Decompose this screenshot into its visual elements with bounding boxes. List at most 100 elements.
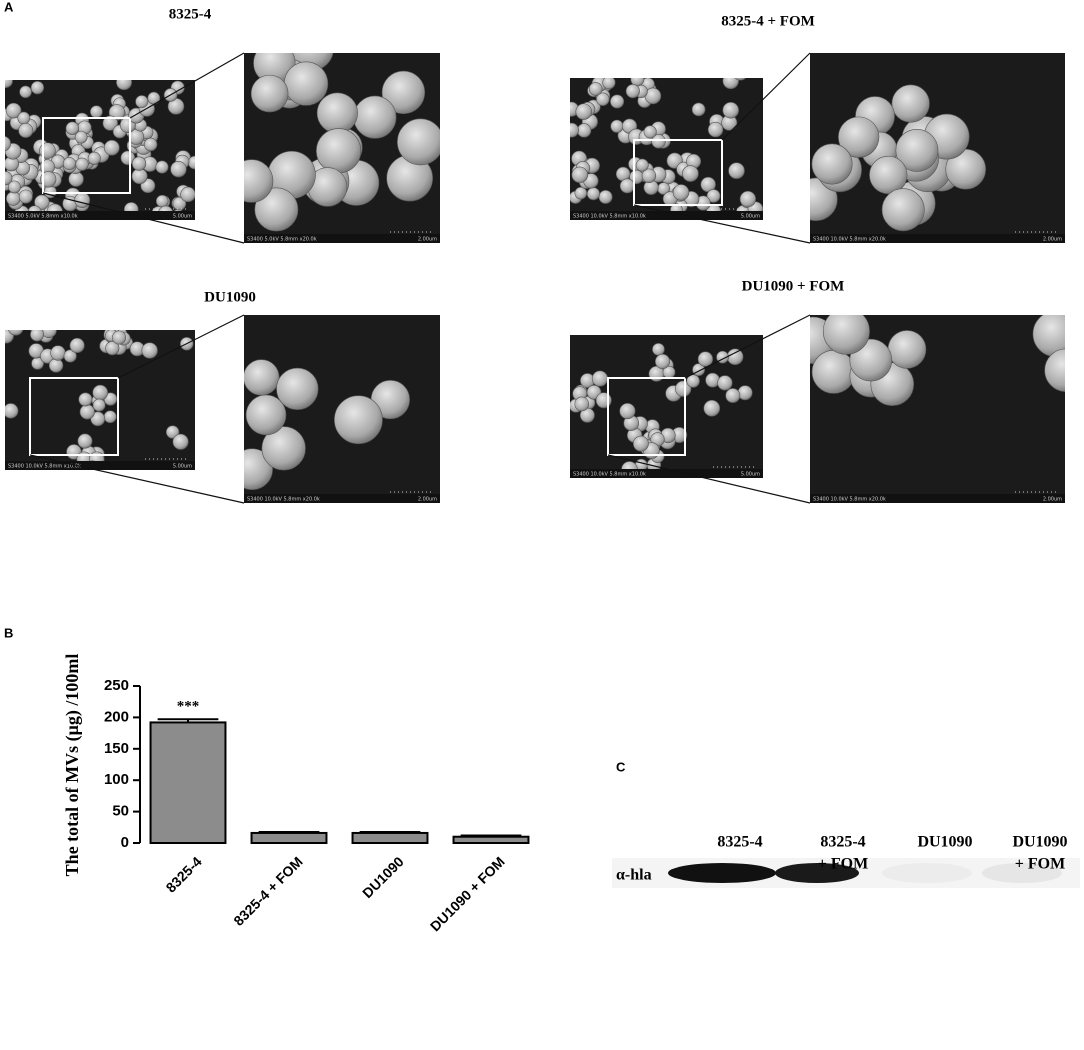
cell [141, 342, 158, 359]
cell [887, 330, 927, 369]
cell [591, 370, 608, 387]
cell [172, 196, 187, 211]
bar [250, 831, 328, 845]
cell [635, 158, 649, 172]
zoom-box [29, 377, 119, 456]
cell [172, 433, 189, 450]
cell [63, 349, 77, 363]
cell [575, 103, 592, 120]
cell [5, 171, 13, 186]
caption-bar [570, 211, 763, 220]
blot-band [668, 863, 776, 883]
cell [250, 74, 289, 113]
cell [652, 342, 665, 356]
sem-caption: S3400 5.0kV 5.8mm x10.0k [8, 214, 78, 220]
cell [610, 94, 625, 109]
cell [737, 385, 753, 401]
zoom-line [117, 314, 245, 379]
cell [675, 380, 692, 397]
antibody-label: α-hla [616, 867, 652, 884]
cell [48, 358, 64, 373]
lane-label: 8325-4 [820, 834, 865, 851]
cell [655, 353, 671, 369]
error-bar [258, 831, 320, 834]
cell [945, 148, 987, 190]
y-axis-label: The total of MVs (μg) /100ml [62, 654, 83, 877]
cell [722, 78, 739, 90]
cell [112, 330, 127, 345]
panel-label: A [4, 0, 14, 14]
cell [18, 189, 33, 204]
cell [69, 337, 85, 354]
cell [65, 121, 79, 135]
lane-label: + FOM [818, 856, 868, 873]
sem-caption: S3400 10.0kV 5.8mm x10.0k [8, 464, 81, 470]
sem-title: 8325-4 + FOM [721, 13, 815, 29]
cell [598, 190, 613, 204]
caption-bar [810, 494, 1065, 503]
cell [619, 402, 636, 420]
cell [574, 186, 588, 200]
cell [19, 85, 32, 99]
cell [811, 349, 856, 394]
cell [705, 372, 720, 388]
sem-title: 8325-4 [169, 6, 212, 22]
cell [155, 194, 169, 208]
zoom-box [607, 377, 686, 456]
cell [6, 191, 21, 206]
lane-label: 8325-4 [717, 834, 762, 851]
cell [102, 115, 118, 131]
sem-title: DU1090 [204, 289, 256, 305]
cell [5, 135, 11, 152]
cell [595, 392, 612, 409]
cell [641, 168, 657, 183]
cell [706, 189, 721, 203]
cell [78, 392, 93, 407]
cell [30, 330, 45, 342]
panel-label: B [4, 625, 13, 640]
y-tick-label: 100 [104, 771, 129, 788]
cell [34, 194, 50, 210]
cell [619, 178, 635, 194]
sem-caption: S3400 10.0kV 5.8mm x20.0k [813, 237, 886, 243]
caption-bar [570, 469, 763, 478]
panel-label: C [616, 759, 626, 774]
cell [103, 139, 120, 156]
cell [131, 168, 148, 185]
cell [316, 92, 358, 134]
cell [717, 375, 733, 391]
cell [734, 78, 747, 81]
cell [574, 396, 590, 412]
cell [697, 351, 714, 367]
blot-band [882, 863, 972, 883]
cell [92, 384, 109, 401]
cell [244, 159, 274, 203]
cell [739, 190, 757, 208]
cell [602, 78, 616, 90]
significance: *** [177, 699, 200, 715]
sem-image: S3400 10.0kV 5.8mm x10.0k 5.00um [570, 335, 763, 478]
cell [254, 187, 299, 232]
sem-scale: 5.00um [173, 214, 192, 220]
sem-image: S3400 5.0kV 5.8mm x20.0k 2.00um [244, 53, 440, 243]
lane-label: DU1090 [917, 834, 972, 851]
caption-bar [244, 494, 440, 503]
cell [8, 180, 21, 194]
cell [165, 425, 180, 439]
cell [74, 192, 91, 208]
caption-bar [810, 234, 1065, 243]
cell [881, 188, 925, 232]
cell [596, 92, 610, 106]
cell [811, 143, 853, 185]
sem-caption: S3400 10.0kV 5.8mm x20.0k [813, 497, 886, 503]
cell [643, 125, 657, 139]
caption-bar [5, 461, 195, 470]
y-tick-label: 0 [121, 834, 129, 851]
sem-image: S3400 10.0kV 5.8mm x10.0k 5.00um [570, 78, 763, 220]
cell [92, 398, 106, 412]
zoom-line [721, 52, 811, 141]
sem-caption: S3400 10.0kV 5.8mm x20.0k [247, 497, 320, 503]
cell [571, 166, 588, 184]
bar [351, 831, 429, 845]
